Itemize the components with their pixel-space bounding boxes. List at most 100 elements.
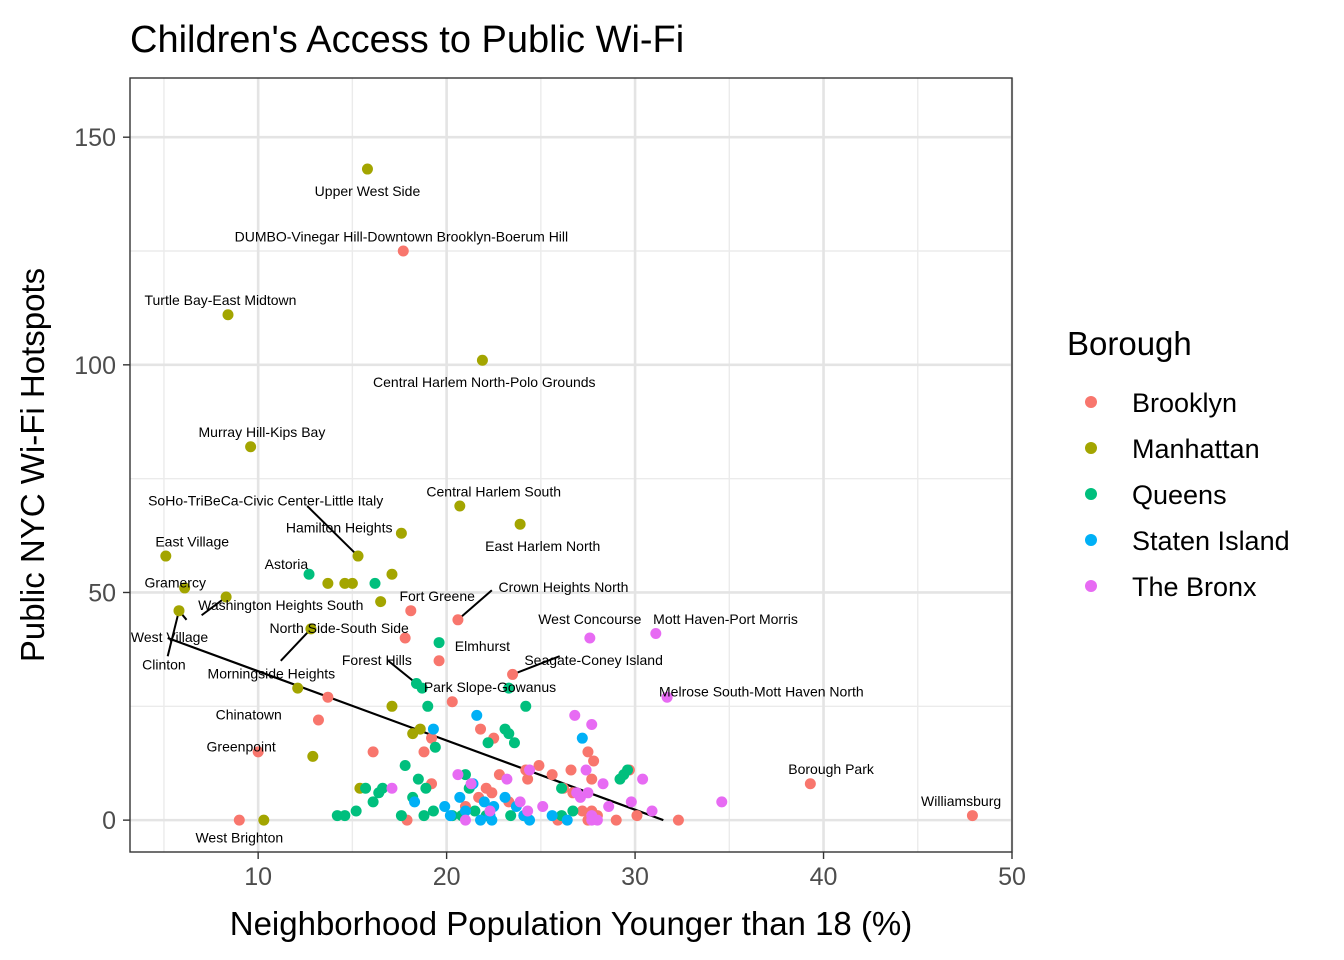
point-brooklyn <box>966 810 978 822</box>
point-brooklyn <box>312 714 324 726</box>
point-staten-island <box>427 723 439 735</box>
point-staten-island <box>475 814 487 826</box>
point-brooklyn <box>586 773 598 785</box>
point-manhattan <box>307 750 319 762</box>
point-brooklyn <box>252 746 264 758</box>
point-staten-island <box>486 814 498 826</box>
point-the-bronx <box>386 782 398 794</box>
point-brooklyn <box>405 605 417 617</box>
point-label: Mott Haven-Port Morris <box>653 611 798 627</box>
point-brooklyn <box>582 746 594 758</box>
point-manhattan <box>375 596 387 608</box>
point-label: West Brighton <box>195 829 283 845</box>
point-the-bronx <box>522 805 534 817</box>
point-label: Borough Park <box>788 761 875 777</box>
point-label: Central Harlem North-Polo Grounds <box>373 374 596 390</box>
point-manhattan <box>222 309 234 321</box>
y-axis-label: Public NYC Wi-Fi Hotspots <box>14 268 51 662</box>
point-the-bronx <box>646 805 658 817</box>
plot-border <box>129 77 1013 853</box>
point-label: SoHo-TriBeCa-Civic Center-Little Italy <box>148 492 383 508</box>
point-brooklyn <box>610 814 622 826</box>
point-staten-island <box>546 810 558 822</box>
leader-line <box>457 589 493 621</box>
point-queens <box>420 782 432 794</box>
point-label: Central Harlem South <box>426 483 561 499</box>
point-label: Turtle Bay-East Midtown <box>144 292 296 308</box>
legend-label-staten-island: Staten Island <box>1132 526 1290 556</box>
point-label: Fort Greene <box>399 588 475 604</box>
point-queens <box>350 805 362 817</box>
point-label: Chinatown <box>216 706 282 722</box>
point-queens <box>422 700 434 712</box>
data-points <box>160 163 978 826</box>
point-label: West Village <box>131 629 209 645</box>
point-staten-island <box>561 814 573 826</box>
point-queens <box>567 805 579 817</box>
point-brooklyn <box>522 773 534 785</box>
point-manhattan <box>305 623 317 635</box>
point-manhattan <box>476 354 488 366</box>
point-manhattan <box>361 163 373 175</box>
legend-label-queens: Queens <box>1132 480 1227 510</box>
point-manhattan <box>386 568 398 580</box>
point-the-bronx <box>584 632 596 644</box>
point-label: North Side-South Side <box>270 620 410 636</box>
point-manhattan <box>160 550 172 562</box>
point-staten-island <box>459 805 471 817</box>
point-the-bronx <box>625 796 637 808</box>
legend-label-the-bronx: The Bronx <box>1132 572 1257 602</box>
point-label: Elmhurst <box>455 638 510 654</box>
legend-key-queens <box>1085 488 1097 500</box>
point-queens <box>303 568 315 580</box>
point-label: Hamilton Heights <box>286 520 393 536</box>
point-label: Greenpoint <box>207 738 276 754</box>
point-staten-island <box>409 796 421 808</box>
point-manhattan <box>414 723 426 735</box>
point-queens <box>503 682 515 694</box>
point-label: Astoria <box>265 556 309 572</box>
axes: 10 20 30 40 50 0 50 100 150 <box>74 124 1026 891</box>
chart-title: Children's Access to Public Wi-Fi <box>130 19 684 61</box>
y-tick-label: 100 <box>74 352 116 380</box>
point-the-bronx <box>452 769 464 781</box>
point-label: Seagate-Coney Island <box>524 652 663 668</box>
x-axis-label: Neighborhood Population Younger than 18 … <box>230 905 913 942</box>
point-manhattan <box>386 700 398 712</box>
point-manhattan <box>339 577 351 589</box>
point-queens <box>556 782 568 794</box>
point-queens <box>412 773 424 785</box>
point-queens <box>360 782 372 794</box>
point-manhattan <box>258 814 270 826</box>
point-manhattan <box>245 441 257 453</box>
point-the-bronx <box>501 773 513 785</box>
point-manhattan <box>514 518 526 530</box>
point-queens <box>373 787 385 799</box>
point-queens <box>395 810 407 822</box>
point-queens <box>427 805 439 817</box>
point-the-bronx <box>537 800 549 812</box>
leader-line <box>306 505 359 557</box>
point-the-bronx <box>586 814 598 826</box>
point-brooklyn <box>322 691 334 703</box>
point-brooklyn <box>672 814 684 826</box>
point-the-bronx <box>716 796 728 808</box>
point-manhattan <box>292 682 304 694</box>
point-staten-island <box>478 796 490 808</box>
point-staten-island <box>454 791 466 803</box>
point-label: Washington Heights South <box>198 597 363 613</box>
legend-key-the-bronx <box>1085 580 1097 592</box>
point-label: Forest Hills <box>342 652 412 668</box>
point-label: Murray Hill-Kips Bay <box>199 424 326 440</box>
point-the-bronx <box>650 627 662 639</box>
legend: Borough Brooklyn Manhattan Queens Staten Is… <box>1067 325 1290 602</box>
x-tick-label: 20 <box>433 863 461 891</box>
point-brooklyn <box>233 814 245 826</box>
point-the-bronx <box>459 814 471 826</box>
point-brooklyn <box>367 746 379 758</box>
legend-key-staten-island <box>1085 534 1097 546</box>
point-queens <box>503 728 515 740</box>
point-the-bronx <box>580 764 592 776</box>
leader-lines <box>166 505 561 685</box>
point-brooklyn <box>804 778 816 790</box>
